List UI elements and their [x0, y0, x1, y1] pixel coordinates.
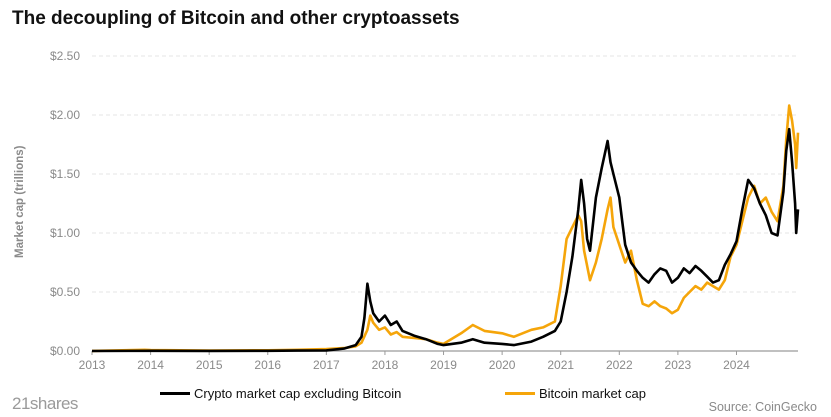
x-tick-label: 2022 [606, 358, 633, 372]
x-tick-label: 2015 [196, 358, 223, 372]
x-tick-label: 2018 [372, 358, 399, 372]
legend-label: Crypto market cap excluding Bitcoin [194, 386, 402, 401]
x-tick-label: 2013 [79, 358, 106, 372]
series-line-bitcoin [91, 104, 800, 353]
brand-logo: 21shares [12, 394, 78, 413]
gridlines [92, 55, 798, 352]
legend-label: Bitcoin market cap [539, 386, 646, 401]
y-tick-label: $2.00 [50, 108, 80, 122]
x-axis-ticks: 2013 2014 2015 2016 2017 2018 2019 2020 2021 2022… [79, 351, 750, 372]
x-tick-label: 2020 [489, 358, 516, 372]
legend-item-bitcoin: Bitcoin market cap [505, 386, 646, 401]
x-tick-label: 2023 [665, 358, 692, 372]
chart-title: The decoupling of Bitcoin and other cryp… [12, 8, 460, 29]
series-line-crypto-ex-btc [91, 127, 800, 353]
series-lines [91, 104, 800, 353]
legend-swatch-orange [505, 392, 535, 395]
x-tick-label: 2021 [547, 358, 574, 372]
y-tick-label: $2.50 [50, 49, 80, 63]
x-tick-label: 2014 [137, 358, 164, 372]
legend-swatch-black [160, 392, 190, 395]
source-note: Source: CoinGecko [708, 400, 817, 414]
legend-item-crypto-ex-btc: Crypto market cap excluding Bitcoin [160, 386, 401, 401]
x-tick-label: 2016 [254, 358, 281, 372]
x-tick-label: 2019 [430, 358, 457, 372]
y-tick-label: $1.50 [50, 167, 80, 181]
x-tick-label: 2017 [313, 358, 340, 372]
y-axis-ticks: $0.00 $0.50 $1.00 $1.50 $2.00 $2.50 [50, 49, 80, 358]
y-tick-label: $0.50 [50, 285, 80, 299]
x-tick-label: 2024 [723, 358, 750, 372]
y-tick-label: $0.00 [50, 344, 80, 358]
y-axis-label: Market cap (trillions) [14, 145, 26, 258]
y-tick-label: $1.00 [50, 226, 80, 240]
